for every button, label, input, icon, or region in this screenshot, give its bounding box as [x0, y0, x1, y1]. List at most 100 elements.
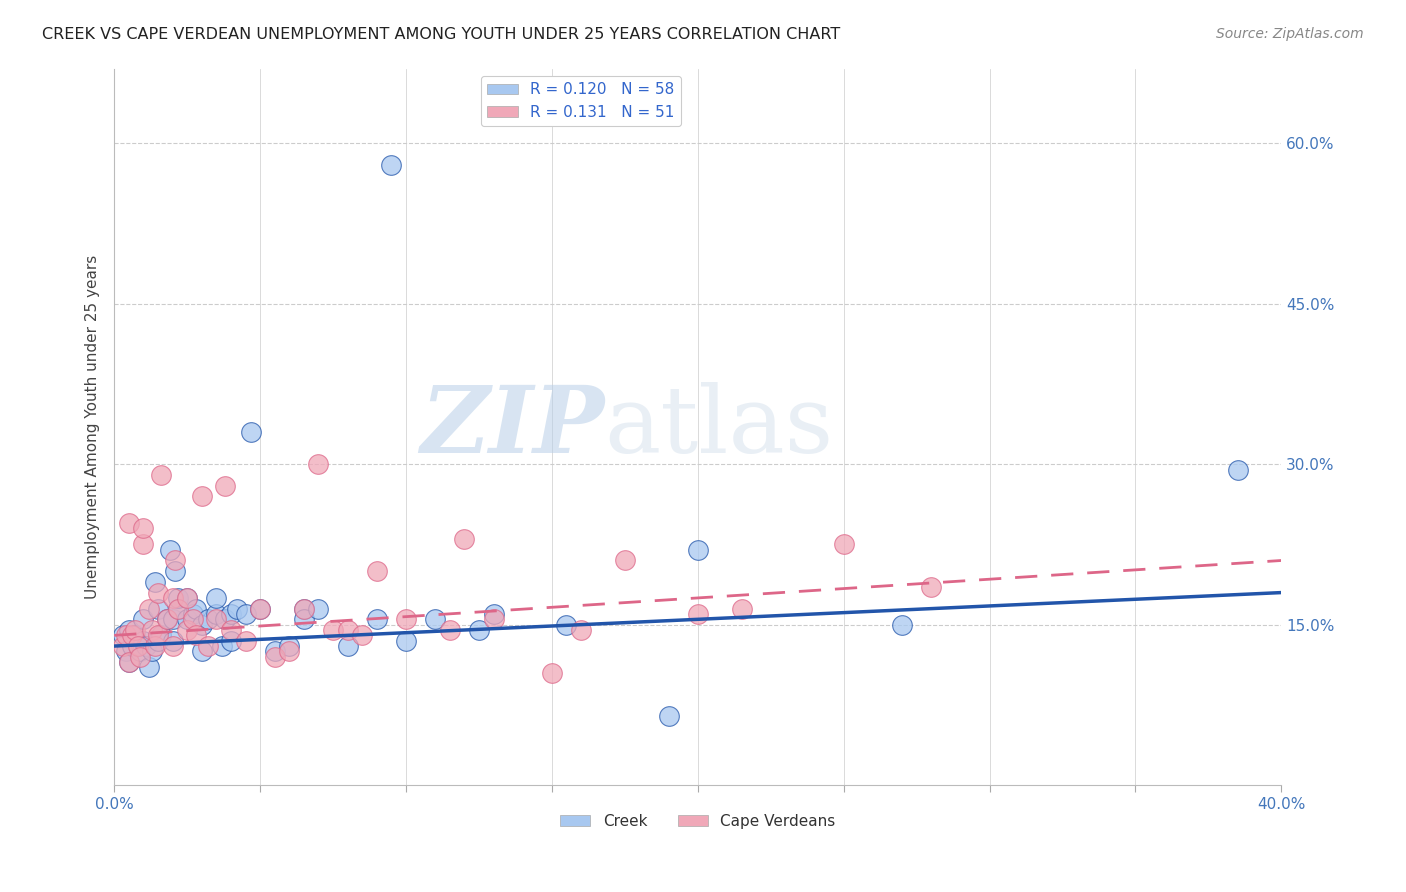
Point: [235, 607, 257, 621]
Point: [118, 655, 141, 669]
Point: [132, 633, 155, 648]
Point: [307, 457, 329, 471]
Point: [613, 553, 636, 567]
Point: [658, 708, 681, 723]
Point: [219, 633, 242, 648]
Point: [124, 628, 146, 642]
Point: [115, 628, 138, 642]
Point: [146, 601, 169, 615]
Point: [395, 633, 418, 648]
Point: [184, 601, 207, 615]
Point: [138, 660, 160, 674]
Point: [482, 607, 505, 621]
Point: [263, 649, 285, 664]
Point: [1226, 462, 1249, 476]
Legend: Creek, Cape Verdeans: Creek, Cape Verdeans: [554, 807, 842, 835]
Point: [832, 537, 855, 551]
Point: [920, 580, 942, 594]
Point: [143, 639, 166, 653]
Point: [146, 628, 169, 642]
Point: [730, 601, 752, 615]
Point: [132, 521, 155, 535]
Point: [121, 628, 143, 642]
Point: [322, 623, 344, 637]
Point: [453, 532, 475, 546]
Point: [121, 639, 143, 653]
Point: [190, 489, 212, 503]
Point: [181, 612, 204, 626]
Point: [336, 639, 359, 653]
Point: [891, 617, 914, 632]
Point: [146, 633, 169, 648]
Point: [127, 639, 149, 653]
Point: [111, 639, 134, 653]
Point: [214, 612, 236, 626]
Point: [190, 644, 212, 658]
Point: [176, 591, 198, 605]
Point: [219, 607, 242, 621]
Point: [156, 612, 179, 626]
Text: Source: ZipAtlas.com: Source: ZipAtlas.com: [1216, 27, 1364, 41]
Point: [115, 644, 138, 658]
Point: [336, 623, 359, 637]
Point: [141, 623, 163, 637]
Point: [165, 564, 187, 578]
Point: [352, 628, 374, 642]
Point: [211, 639, 233, 653]
Point: [278, 639, 301, 653]
Point: [165, 553, 187, 567]
Point: [307, 601, 329, 615]
Point: [138, 601, 160, 615]
Point: [111, 628, 134, 642]
Point: [149, 628, 172, 642]
Point: [181, 607, 204, 621]
Point: [263, 644, 285, 658]
Point: [214, 478, 236, 492]
Point: [176, 591, 198, 605]
Text: CREEK VS CAPE VERDEAN UNEMPLOYMENT AMONG YOUTH UNDER 25 YEARS CORRELATION CHART: CREEK VS CAPE VERDEAN UNEMPLOYMENT AMONG…: [42, 27, 841, 42]
Point: [468, 623, 491, 637]
Point: [132, 612, 155, 626]
Point: [197, 639, 219, 653]
Point: [292, 612, 315, 626]
Point: [132, 537, 155, 551]
Point: [541, 665, 564, 680]
Point: [190, 617, 212, 632]
Point: [225, 601, 247, 615]
Point: [129, 649, 152, 664]
Point: [167, 601, 190, 615]
Point: [127, 639, 149, 653]
Point: [162, 591, 184, 605]
Point: [118, 655, 141, 669]
Point: [219, 623, 242, 637]
Point: [129, 644, 152, 658]
Point: [124, 623, 146, 637]
Point: [292, 601, 315, 615]
Point: [141, 644, 163, 658]
Point: [162, 612, 184, 626]
Point: [135, 639, 157, 653]
Point: [292, 601, 315, 615]
Point: [176, 612, 198, 626]
Point: [366, 612, 388, 626]
Point: [555, 617, 578, 632]
Point: [366, 564, 388, 578]
Point: [197, 612, 219, 626]
Point: [162, 633, 184, 648]
Point: [278, 644, 301, 658]
Point: [149, 467, 172, 482]
Point: [482, 612, 505, 626]
Point: [205, 612, 228, 626]
Point: [205, 591, 228, 605]
Point: [146, 585, 169, 599]
Point: [235, 633, 257, 648]
Point: [167, 601, 190, 615]
Point: [159, 542, 181, 557]
Point: [240, 425, 263, 439]
Point: [686, 542, 709, 557]
Point: [686, 607, 709, 621]
Point: [249, 601, 271, 615]
Point: [118, 623, 141, 637]
Point: [425, 612, 447, 626]
Point: [380, 158, 402, 172]
